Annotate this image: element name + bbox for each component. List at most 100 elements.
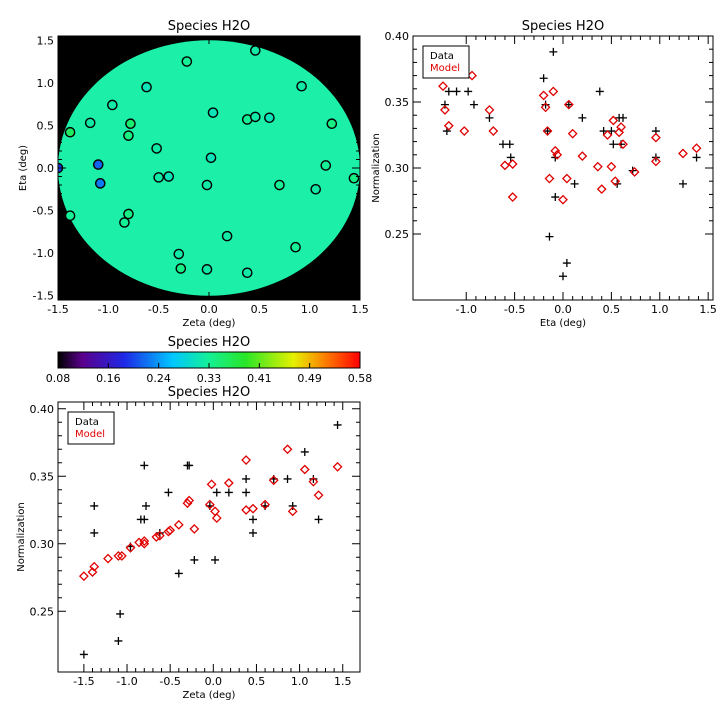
map-point — [264, 112, 275, 124]
model-point — [606, 161, 617, 172]
map-point — [250, 45, 261, 56]
data-point — [212, 488, 221, 497]
data-point — [90, 528, 99, 537]
map-field — [58, 40, 360, 296]
x-tick-label: 0.5 — [248, 675, 266, 688]
model-point — [616, 122, 626, 132]
colorbar-tick-label: 0.08 — [46, 372, 71, 385]
model-point — [223, 478, 234, 488]
eta_plot-series-model — [438, 70, 702, 205]
model-point — [488, 126, 499, 136]
model-point — [567, 128, 578, 139]
map-point — [250, 111, 261, 123]
data-point — [692, 153, 701, 162]
x-tick-label: -0.5 — [159, 675, 180, 688]
map-point — [123, 130, 134, 141]
colorbar-tick-label: 0.24 — [146, 372, 171, 385]
data-point — [249, 515, 258, 524]
map-point — [175, 263, 187, 274]
model-point — [629, 167, 640, 177]
data-point — [185, 461, 194, 470]
map-point — [153, 172, 164, 183]
data-point — [559, 272, 567, 281]
model-point — [134, 537, 145, 548]
model-point — [459, 126, 470, 136]
map-point — [163, 171, 175, 182]
model-point — [602, 130, 613, 140]
colorbar-tick-label: 0.49 — [297, 372, 322, 385]
model-point — [151, 532, 162, 542]
data-point — [599, 127, 608, 136]
x-tick-label: 0.5 — [603, 303, 621, 316]
data-point — [570, 179, 579, 188]
x-tick-label: 0.5 — [251, 303, 269, 316]
data-point — [444, 87, 453, 96]
map-point — [151, 143, 162, 154]
y-tick-label: -0.5 — [33, 205, 54, 218]
y-tick-label: 0.25 — [30, 605, 55, 618]
data-point — [90, 501, 99, 510]
map-point — [326, 118, 338, 130]
data-point — [607, 127, 616, 136]
data-point — [283, 474, 292, 483]
y-tick-label: 0.30 — [385, 162, 410, 175]
model-point — [189, 523, 200, 534]
x-tick-label: 1.0 — [651, 303, 669, 316]
map-point — [296, 80, 307, 92]
model-point — [154, 530, 165, 541]
model-point — [552, 149, 563, 160]
data-point — [224, 488, 233, 497]
map-point — [290, 241, 301, 253]
eta_plot-series-data — [440, 47, 701, 281]
model-point — [608, 115, 619, 126]
x-tick-label: 1.5 — [351, 303, 369, 316]
y-tick-label: -1.5 — [33, 290, 54, 303]
map-clip-right — [360, 36, 370, 300]
x-tick-label: 1.5 — [699, 303, 717, 316]
model-point — [544, 173, 555, 184]
x-tick-label: 0.0 — [554, 303, 572, 316]
model-point — [561, 173, 572, 184]
legend-entry-data: Data — [75, 417, 99, 428]
y-tick-label: 1.0 — [37, 77, 55, 90]
map-point — [173, 248, 185, 260]
y-tick-label: 0.0 — [37, 162, 55, 175]
map-point — [64, 210, 76, 221]
zeta_plot-series-data — [79, 420, 342, 659]
data-point — [79, 650, 88, 659]
data-point — [140, 515, 149, 524]
model-point — [282, 444, 293, 455]
x-tick-label: -1.5 — [47, 303, 68, 316]
model-point — [540, 102, 551, 113]
model-point — [89, 561, 100, 572]
model-point — [313, 490, 324, 501]
model-point — [87, 567, 98, 578]
data-point — [609, 140, 618, 149]
zeta_plot-title: Species H2O — [168, 385, 250, 400]
model-point — [500, 160, 510, 171]
model-point — [538, 90, 549, 101]
model-point — [78, 571, 89, 582]
zeta_plot-axes: -1.5 -1.0 -0.5 0.0 0.5 1.0 1.5 0.25 0.30 0.35 0.40… — [16, 385, 361, 701]
colorbar-tick-label: 0.16 — [96, 372, 121, 385]
x-tick-label: -0.5 — [148, 303, 169, 316]
data-point — [242, 488, 251, 497]
x-tick-label: 1.5 — [334, 675, 352, 688]
data-point — [578, 113, 587, 122]
data-point — [140, 461, 149, 470]
model-point — [484, 105, 495, 115]
y-tick-label: 1.5 — [37, 34, 55, 47]
model-point — [507, 159, 518, 169]
x-tick-label: 1.0 — [301, 303, 319, 316]
map-point — [348, 172, 360, 184]
model-point — [650, 156, 661, 167]
data-point — [190, 555, 199, 564]
data-point — [485, 113, 494, 122]
data-point — [211, 555, 220, 564]
model-point — [548, 86, 559, 97]
map-point — [310, 183, 322, 195]
x-tick-label: -1.0 — [116, 675, 137, 688]
model-point — [618, 139, 628, 150]
x-tick-label: -1.0 — [455, 303, 476, 316]
